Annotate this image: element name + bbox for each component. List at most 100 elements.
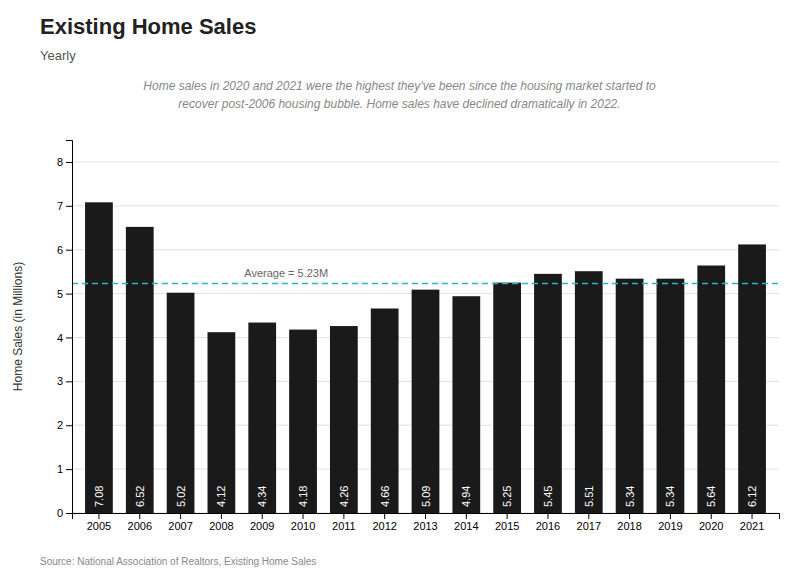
x-tick-mark [588, 513, 589, 519]
bar [493, 283, 521, 513]
y-tick: 5 [57, 288, 72, 300]
x-tick-mark [547, 513, 548, 519]
data-labels: 7.086.525.024.124.344.184.264.665.094.94… [93, 486, 758, 507]
x-tick-label: 2017 [577, 520, 601, 532]
y-tick-label: 7 [57, 200, 63, 212]
x-tick-label: 2016 [536, 520, 560, 532]
x-tick: 2021 [740, 513, 764, 532]
x-tick-label: 2020 [699, 520, 723, 532]
x-tick: 2015 [495, 513, 519, 532]
data-label: 4.94 [460, 486, 472, 507]
y-tick-label: 6 [57, 244, 63, 256]
grid [72, 162, 779, 513]
y-tick-mark [66, 425, 72, 426]
x-tick-mark [180, 513, 181, 519]
x-tick-label: 2005 [87, 520, 111, 532]
y-tick-mark [66, 250, 72, 251]
x-tick: 2008 [209, 513, 233, 532]
data-label: 7.08 [93, 486, 105, 507]
chart-container: Existing Home SalesYearlyHome sales in 2… [0, 0, 799, 575]
data-label: 5.25 [501, 486, 513, 507]
x-tick-label: 2021 [740, 520, 764, 532]
x-tick-label: 2012 [372, 520, 396, 532]
bar [616, 279, 644, 513]
source: Source: National Association of Realtors… [40, 556, 316, 567]
y-tick: 4 [57, 331, 72, 343]
data-label: 5.45 [542, 486, 554, 507]
x-tick-mark [343, 513, 344, 519]
title: Existing Home Sales [40, 14, 256, 39]
x-tick-label: 2008 [209, 520, 233, 532]
bar [534, 274, 562, 513]
y-tick: 0 [57, 507, 72, 519]
x-tick-mark [425, 513, 426, 519]
y-axis: 0 1 2 3 4 5 6 7 8 [57, 141, 73, 520]
x-tick-mark [629, 513, 630, 519]
x-tick-mark [98, 513, 99, 519]
bar [371, 309, 399, 513]
data-label: 5.34 [664, 486, 676, 507]
x-axis: 2005 2006 2007 2008 2009 2010 2011 2012 2013 2014… [73, 513, 780, 532]
x-tick-mark [139, 513, 140, 519]
x-tick: 2007 [168, 513, 192, 532]
x-tick: 2012 [372, 513, 396, 532]
y-tick: 2 [57, 419, 72, 431]
bar [412, 290, 440, 513]
x-tick-mark [262, 513, 263, 519]
x-tick: 2018 [617, 513, 641, 532]
data-label: 5.09 [420, 486, 432, 507]
chart-svg: Existing Home SalesYearlyHome sales in 2… [0, 0, 799, 575]
bar [697, 266, 725, 513]
x-tick-label: 2007 [168, 520, 192, 532]
x-tick: 2006 [128, 513, 152, 532]
x-tick-label: 2015 [495, 520, 519, 532]
x-tick-label: 2006 [128, 520, 152, 532]
x-tick-mark [507, 513, 508, 519]
x-tick-label: 2014 [454, 520, 478, 532]
x-tick-label: 2010 [291, 520, 315, 532]
plot: 2005200620072008200920102011201220132014… [57, 141, 780, 532]
x-tick: 2019 [658, 513, 682, 532]
x-tick-label: 2018 [617, 520, 641, 532]
x-tick: 2005 [87, 513, 111, 532]
x-tick: 2013 [413, 513, 437, 532]
grid-line [72, 205, 779, 206]
y-tick-label: 1 [57, 463, 63, 475]
x-tick-mark [384, 513, 385, 519]
y-tick-mark [66, 381, 72, 382]
x-tick-label: 2013 [413, 520, 437, 532]
bar [330, 326, 358, 513]
x-tick-mark [221, 513, 222, 519]
y-tick-mark [66, 469, 72, 470]
x-tick: 2014 [454, 513, 478, 532]
y-tick-mark [66, 337, 72, 338]
annotation: Home sales in 2020 and 2021 were the hig… [143, 79, 656, 93]
y-tick-mark [66, 162, 72, 163]
x-axis-line [73, 514, 780, 520]
bar [575, 271, 603, 513]
y-tick-label: 0 [57, 507, 63, 519]
grid-line [72, 249, 779, 250]
y-tick-label: 4 [57, 331, 63, 343]
data-label: 4.12 [215, 486, 227, 507]
data-label: 6.12 [746, 486, 758, 507]
y-tick-mark [66, 513, 72, 514]
y-tick: 1 [57, 463, 72, 475]
bar [167, 293, 195, 513]
average-line [72, 283, 779, 285]
bar [126, 227, 154, 513]
data-label: 5.34 [624, 486, 636, 507]
x-tick-mark [303, 513, 304, 519]
y-tick: 8 [57, 156, 72, 168]
x-tick-mark [711, 513, 712, 519]
bar [738, 244, 766, 513]
x-tick-label: 2009 [250, 520, 274, 532]
y-tick: 3 [57, 375, 72, 387]
x-tick: 2020 [699, 513, 723, 532]
x-tick-label: 2011 [332, 520, 356, 532]
x-tick-mark [670, 513, 671, 519]
bars [72, 202, 779, 513]
x-tick-mark [466, 513, 467, 519]
bar [289, 330, 317, 513]
grid-line [72, 161, 779, 162]
